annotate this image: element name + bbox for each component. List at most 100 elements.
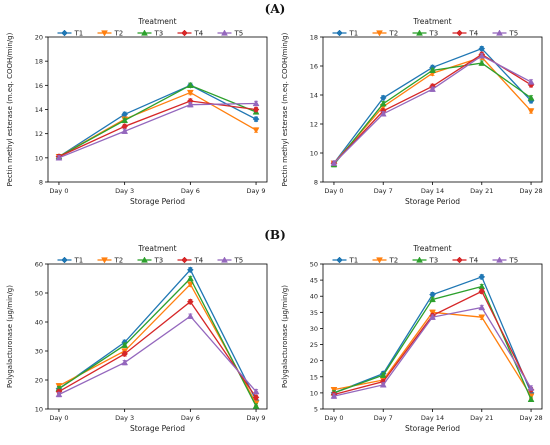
x-tick-label: Day 28	[519, 187, 542, 195]
y-tick-label: 60	[35, 261, 43, 269]
x-tick-label: Day 7	[374, 187, 393, 195]
x-tick-label: Day 6	[181, 414, 200, 422]
plot-frame	[322, 263, 543, 410]
data-point	[429, 295, 436, 303]
legend-marker	[101, 30, 108, 37]
y-tick-label: 30	[310, 325, 318, 333]
y-tick-label: 10	[35, 154, 43, 162]
y-tick-label: 45	[310, 277, 318, 285]
data-point	[429, 85, 436, 92]
legend-label: T2	[389, 257, 399, 265]
data-point	[186, 274, 194, 282]
data-point	[252, 106, 260, 113]
y-tick-label: 14	[35, 106, 43, 114]
data-point	[186, 89, 194, 97]
y-tick-label: 15	[310, 373, 318, 381]
data-point	[527, 78, 535, 85]
legend-marker	[456, 256, 463, 264]
legend-marker	[181, 29, 188, 37]
series-line-t5	[58, 315, 257, 396]
legend-marker	[456, 29, 463, 37]
x-tick-label: Day 0	[49, 187, 68, 195]
y-tick-label: 50	[310, 261, 318, 269]
legend-label: T3	[154, 257, 164, 265]
legend-marker	[221, 29, 228, 36]
data-point	[252, 388, 260, 395]
data-point	[379, 110, 387, 117]
data-point	[527, 108, 535, 115]
legend-label: T4	[469, 257, 479, 265]
data-point	[55, 154, 63, 161]
y-tick-label: 20	[35, 34, 43, 42]
legend-marker	[181, 256, 188, 264]
x-axis-label: Storage Period	[405, 197, 460, 206]
y-tick-label: 8	[39, 179, 43, 187]
data-point	[55, 390, 63, 398]
series-line-t3	[333, 285, 532, 400]
data-point	[478, 288, 486, 295]
x-axis-label: Storage Period	[405, 424, 460, 433]
legend-marker	[416, 256, 423, 263]
legend-marker	[376, 257, 383, 264]
legend-marker	[101, 257, 108, 264]
data-point	[527, 384, 535, 391]
data-point	[478, 52, 486, 59]
y-tick-label: 20	[310, 357, 318, 365]
y-tick-label: 12	[35, 130, 43, 138]
y-tick-label: 10	[310, 389, 318, 397]
x-tick-label: Day 6	[181, 187, 200, 195]
legend-marker	[141, 29, 148, 36]
data-point	[252, 394, 260, 401]
y-tick-label: 18	[310, 34, 318, 42]
data-point	[121, 341, 129, 348]
legend-marker	[141, 256, 148, 263]
x-tick-label: Day 9	[247, 414, 266, 422]
chart-b-left: 10 20 30 40 50 60 Day 0 Day 3 Day 6 Day 9 Storage …	[6, 244, 268, 433]
data-point	[527, 395, 535, 402]
data-point	[429, 313, 436, 320]
legend-marker	[61, 256, 68, 264]
data-point	[478, 303, 486, 311]
y-tick-label: 35	[310, 309, 318, 317]
y-axis-label: Polygalacturonase (μg/min/g)	[6, 285, 14, 388]
legend-label: T2	[114, 30, 124, 38]
legend-title: Treatment	[137, 244, 176, 253]
legend-label: T5	[509, 257, 519, 265]
legend-label: T5	[234, 257, 244, 265]
chart-b-right: 5 10 15 20 25 30 35 40 45 50 Day 0 Day 7 Day 14 Day 2…	[281, 244, 543, 433]
data-point	[186, 312, 194, 319]
y-tick-label: 40	[310, 293, 318, 301]
series-line-t3	[58, 84, 257, 158]
legend-label: T4	[194, 257, 204, 265]
x-axis-label: Storage Period	[130, 197, 185, 206]
section-label-b: (B)	[264, 228, 286, 242]
series-line-t3	[58, 277, 257, 407]
legend-label: T4	[469, 30, 479, 38]
legend-label: T5	[234, 30, 244, 38]
x-tick-label: Day 0	[324, 187, 343, 195]
legend-marker	[221, 256, 228, 263]
series-line-t5	[58, 102, 257, 159]
legend-label: T1	[74, 257, 84, 265]
legend-marker	[496, 29, 503, 36]
data-point	[252, 402, 260, 409]
y-axis-label: Pectin methyl esterase (m.eq. COOH/min/g…	[6, 32, 14, 186]
data-point	[186, 266, 194, 274]
data-point	[252, 115, 260, 123]
legend-label: T2	[389, 30, 399, 38]
y-tick-label: 14	[310, 92, 318, 100]
data-point	[379, 381, 387, 388]
series-line-t1	[58, 84, 257, 158]
series-line-t4	[58, 100, 257, 158]
series-line-t2	[58, 283, 257, 404]
legend-label: T5	[509, 30, 519, 38]
y-tick-label: 8	[314, 179, 318, 187]
chart-a-left: 8 10 12 14 16 18 20 Day 0 Day 3 Day 6 Day 9 Storage…	[6, 17, 268, 206]
legend-label: T1	[74, 30, 84, 38]
legend-label: T2	[114, 257, 124, 265]
data-point	[121, 116, 129, 124]
legend-label: T1	[349, 257, 359, 265]
data-point	[186, 281, 194, 288]
x-tick-label: Day 0	[324, 414, 343, 422]
series-line-t4	[333, 290, 532, 396]
